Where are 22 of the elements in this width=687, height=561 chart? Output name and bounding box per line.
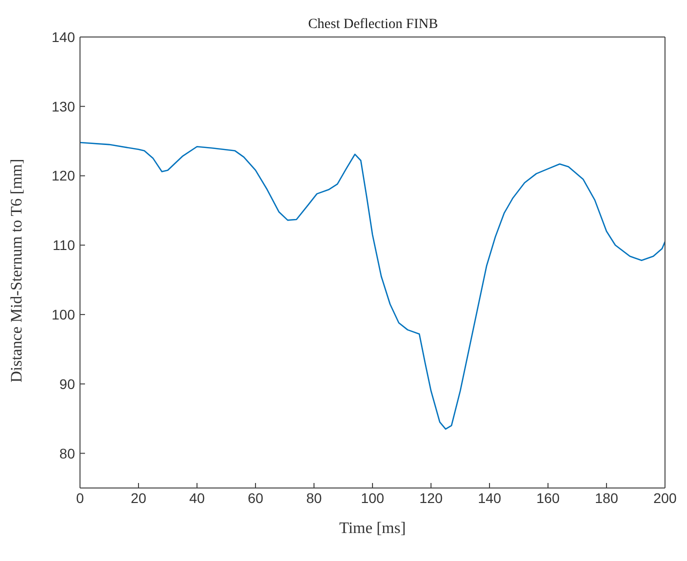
x-axis-title: Time [ms] <box>339 520 406 537</box>
y-tick-label: 130 <box>52 98 76 114</box>
y-tick-label: 120 <box>52 168 76 184</box>
y-tick-label: 140 <box>52 28 76 45</box>
y-tick-label: 100 <box>52 306 76 323</box>
x-tick-label: 80 <box>306 490 322 506</box>
y-tick-label: 80 <box>59 445 76 462</box>
x-tick-label: 100 <box>360 490 384 506</box>
chart-title: Chest Deflection FINB <box>308 17 438 32</box>
x-tick-label: 40 <box>189 490 205 506</box>
x-tick-label: 180 <box>594 490 618 506</box>
y-tick-label: 110 <box>52 237 76 254</box>
line-series <box>80 142 665 430</box>
x-tick-label: 160 <box>536 490 560 506</box>
x-tick-label: 20 <box>130 490 146 506</box>
y-tick-label: 90 <box>59 376 76 392</box>
x-tick-label: 0 <box>76 490 84 506</box>
x-tick-label: 200 <box>653 490 677 506</box>
y-axis-title: Distance Mid-Sternum to T6 [mm] <box>8 158 26 382</box>
x-tick-label: 60 <box>248 490 264 506</box>
x-tick-label: 140 <box>478 490 502 506</box>
x-tick-label: 120 <box>419 490 443 506</box>
